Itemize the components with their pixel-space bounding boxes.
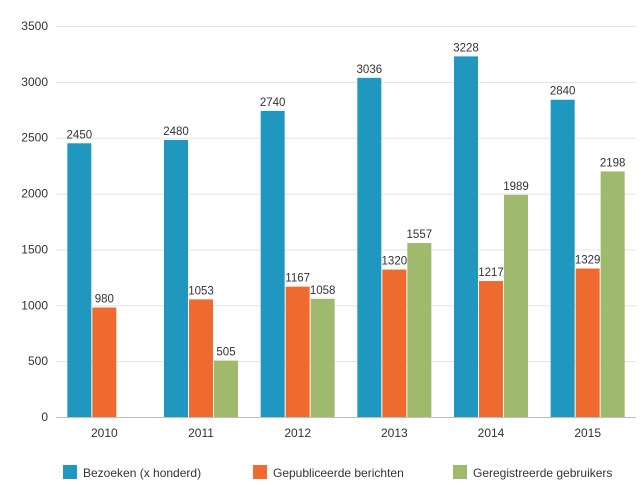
grid: [56, 26, 636, 418]
bar-2015-series-2: [575, 268, 600, 417]
x-tick-label: 2013: [381, 426, 408, 440]
data-label: 1167: [285, 273, 310, 285]
bar-2013-series-1: [357, 77, 382, 418]
legend-label: Geregistreerde gebruikers: [473, 466, 612, 480]
x-tick-label: 2010: [91, 426, 118, 440]
bar-2011-series-3: [214, 360, 238, 417]
legend-label: Gepubliceerde berichten: [273, 466, 404, 480]
y-tick-label: 0: [41, 410, 48, 424]
data-label: 1053: [188, 285, 214, 297]
y-axis: 0 500 1000 1500 2000 2500 3000 3500: [21, 19, 48, 424]
data-label: 1329: [575, 255, 601, 267]
data-label: 980: [95, 294, 114, 306]
legend-label: Bezoeken (x honderd): [83, 466, 201, 480]
data-label: 2480: [163, 126, 189, 138]
legend: Bezoeken (x honderd) Gepubliceerde berich…: [63, 465, 612, 480]
bar-2014-series-3: [504, 194, 528, 417]
y-tick-label: 500: [28, 354, 48, 368]
data-label: 1058: [310, 285, 336, 297]
y-tick-label: 1500: [21, 242, 48, 256]
bar-2015-series-1: [550, 99, 575, 417]
bar-2010-series-1: [67, 143, 92, 418]
data-label: 2198: [600, 157, 626, 169]
y-tick-label: 3500: [21, 19, 48, 33]
bar-2013-series-3: [407, 243, 432, 417]
bar-2014-series-2: [479, 281, 503, 417]
data-label: 2450: [67, 129, 93, 141]
data-label: 1217: [478, 267, 504, 279]
bar-2011-series-1: [164, 139, 188, 417]
y-tick-label: 2000: [21, 187, 48, 201]
data-label: 2740: [260, 97, 286, 109]
bars: [67, 56, 625, 418]
bar-2015-series-3: [600, 171, 625, 417]
legend-swatch: [253, 465, 267, 479]
bar-2012-series-1: [260, 110, 285, 417]
data-label: 3228: [453, 42, 479, 54]
x-axis: 2010 2011 2012 2013 2014 2015: [91, 426, 601, 440]
x-tick-label: 2011: [188, 426, 214, 440]
y-tick-label: 3000: [21, 75, 48, 89]
data-label: 1989: [503, 181, 529, 193]
data-label: 505: [216, 347, 235, 359]
bar-2011-series-2: [189, 299, 213, 417]
bar-2012-series-2: [285, 286, 310, 417]
data-label: 1557: [407, 229, 433, 241]
data-label: 2840: [550, 86, 576, 98]
legend-swatch: [453, 465, 467, 479]
bar-2012-series-3: [310, 298, 335, 417]
y-tick-label: 2500: [21, 131, 48, 145]
y-tick-label: 1000: [21, 298, 48, 312]
x-tick-label: 2014: [478, 426, 505, 440]
data-label: 1320: [382, 256, 408, 268]
x-tick-label: 2015: [574, 426, 601, 440]
legend-swatch: [63, 465, 77, 479]
x-tick-label: 2012: [284, 426, 311, 440]
data-label: 3036: [357, 64, 383, 76]
bar-2010-series-2: [92, 307, 117, 417]
bar-2014-series-1: [454, 56, 478, 417]
bar-2013-series-2: [382, 269, 407, 417]
